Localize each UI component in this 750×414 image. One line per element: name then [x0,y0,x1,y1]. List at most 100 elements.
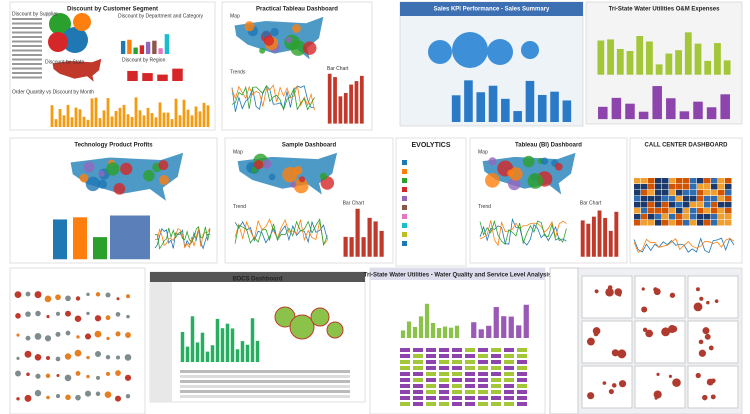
status-cell [517,378,527,382]
bar [597,210,602,257]
bubble [48,32,68,52]
map-point [704,333,711,340]
bar [182,99,186,127]
bar [245,344,250,362]
map-point [605,288,614,297]
bubble [428,40,452,64]
panel-label: Bar Chart [580,200,602,206]
map-point [670,325,678,333]
dot [86,355,90,360]
bar [471,322,477,338]
bar [53,219,67,260]
dashboard-tile: EVOLYTICS [395,137,467,267]
heat-cell [641,214,648,220]
status-cell [465,396,475,400]
heat-cell [711,178,718,184]
status-cell [491,366,501,370]
heat-cell [676,214,683,220]
bar [86,119,90,127]
status-cell [504,360,514,364]
status-cell [452,390,462,394]
dot [116,297,120,301]
heat-cell [683,214,690,220]
map-point [714,299,719,304]
bar [172,68,183,81]
map-region [159,174,170,185]
map-region [244,21,255,32]
bar [185,346,190,362]
bar [333,77,337,124]
status-cell [452,378,462,382]
status-cell [439,354,449,358]
dot [115,312,121,317]
heat-cell [718,214,725,220]
dot [94,315,102,322]
dashboard-tile: Sales KPI Performance - Sales Summary [399,1,584,127]
heat-cell [655,178,662,184]
status-cell [439,402,449,406]
map-region [79,173,89,183]
bar [501,316,507,338]
map-region [113,182,126,195]
heat-cell [718,178,725,184]
heat-cell [669,202,676,208]
trend-line [231,84,315,111]
legend-swatch [402,214,407,219]
panel-label: Trend [233,204,246,210]
heat-cell [662,208,669,214]
heat-cell [697,208,704,214]
bar [723,60,731,75]
bar [478,329,484,338]
bar [525,80,535,122]
table-row [12,45,42,47]
bar [74,107,78,127]
status-cell [478,360,488,364]
status-cell [517,348,527,352]
status-cell [439,390,449,394]
bar [614,211,619,257]
status-cell [478,390,488,394]
heat-cell [648,214,655,220]
panel-label: Map [230,13,240,19]
map-point [656,372,660,376]
heat-cell [648,178,655,184]
dot [44,335,52,342]
heat-cell [641,208,648,214]
status-cell [439,396,449,400]
bar [145,41,151,54]
status-cell [478,402,488,406]
dot [25,291,31,297]
status-cell [426,366,436,370]
bar [655,64,663,75]
bar [66,104,70,127]
bar [142,73,153,81]
legend-swatch [402,241,407,246]
table-row [12,54,42,56]
tile-title: Tri-State Water Utilities - Water Qualit… [364,273,552,279]
bar [178,115,182,127]
bar [94,97,98,127]
map-point [695,372,701,379]
status-cell [400,402,410,406]
dot [75,296,81,301]
dot [55,331,61,337]
tile-title: Tableau (BI) Dashboard [515,143,582,149]
map-point [611,383,617,388]
status-cell [517,360,527,364]
status-cell [413,378,423,382]
status-cell [491,360,501,364]
status-cell [491,396,501,400]
dot [84,390,92,397]
bar [152,40,157,54]
table-row [12,27,42,29]
dot [106,336,110,341]
status-cell [452,348,462,352]
dot [104,391,112,398]
dot [65,394,71,401]
dot [45,356,51,361]
bar [418,316,424,338]
dot [16,356,20,360]
status-cell [465,354,475,358]
dot [46,395,50,400]
panel [634,320,686,364]
